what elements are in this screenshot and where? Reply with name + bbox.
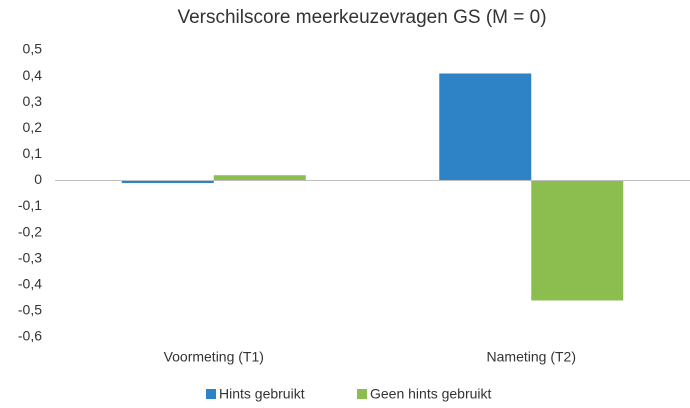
legend-swatch bbox=[206, 389, 216, 399]
x-tick-label: Nameting (T2) bbox=[487, 349, 576, 365]
y-tick-label: -0,3 bbox=[18, 249, 42, 265]
y-tick-label: -0,1 bbox=[18, 197, 42, 213]
bar bbox=[213, 175, 306, 181]
legend-swatch bbox=[357, 389, 367, 399]
legend-label: Geen hints gebruikt bbox=[370, 386, 492, 402]
y-tick-label: 0,4 bbox=[23, 67, 43, 83]
y-tick-label: -0,6 bbox=[18, 328, 42, 344]
y-tick-label: 0,5 bbox=[23, 41, 43, 57]
y-tick-label: -0,2 bbox=[18, 223, 42, 239]
y-tick-label: -0,4 bbox=[18, 276, 42, 292]
y-tick-label: -0,5 bbox=[18, 302, 42, 318]
bar bbox=[439, 73, 532, 181]
chart-title: Verschilscore meerkeuzevragen GS (M = 0) bbox=[177, 7, 546, 28]
y-tick-label: 0 bbox=[34, 171, 42, 187]
bar bbox=[121, 180, 214, 184]
y-tick-label: 0,3 bbox=[23, 93, 43, 109]
y-tick-label: 0,1 bbox=[23, 145, 43, 161]
legend-label: Hints gebruikt bbox=[219, 386, 305, 402]
y-tick-label: 0,2 bbox=[23, 119, 43, 135]
bar bbox=[531, 180, 624, 301]
x-tick-label: Voormeting (T1) bbox=[164, 349, 264, 365]
